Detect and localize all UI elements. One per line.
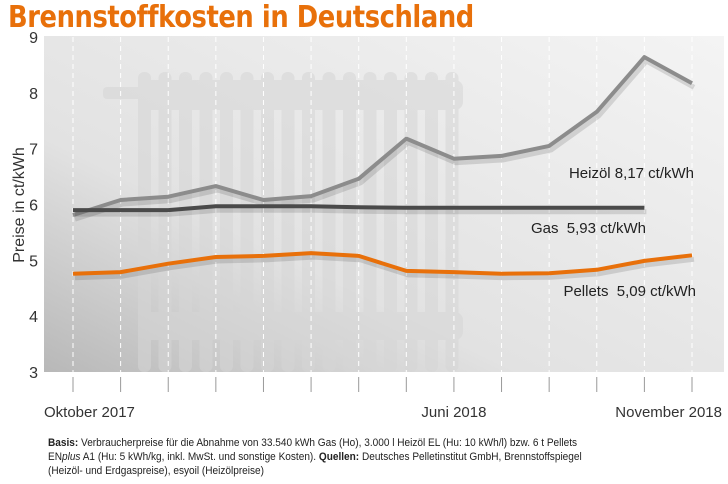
radiator-fin (240, 72, 254, 372)
chart: 3 4 5 6 7 8 9 Oktober 2017 Juni 2018 November 20… (11, 30, 724, 421)
enplus-italic: plus (61, 451, 81, 463)
y-tick-label: 6 (29, 198, 38, 215)
x-tick-label: Oktober 2017 (44, 404, 135, 421)
series-shadow-heizöl (74, 57, 696, 222)
y-tick-label: 3 (29, 365, 38, 382)
x-tick-label: Juni 2018 (421, 404, 486, 421)
radiator-fin (343, 72, 356, 372)
basis-label: Basis: (48, 437, 79, 449)
y-tick-label: 5 (29, 253, 38, 270)
radiator-fin (302, 72, 315, 372)
footnote: Basis: Verbraucherpreise für die Abnahme… (48, 436, 660, 478)
y-tick-label: 9 (29, 30, 38, 47)
radiator-valve (103, 87, 143, 99)
series-shadow-gas (75, 207, 647, 217)
sources-label: Quellen: (318, 451, 360, 463)
chart-title: Brennstoffkosten in Deutschland (8, 0, 474, 35)
radiator-top (138, 80, 463, 110)
basis-text: Verbraucherpreise für die Abnahme von 33… (78, 437, 578, 449)
radiator-fin (179, 72, 192, 372)
enplus-a: EN (48, 451, 62, 463)
radiator-fin (138, 72, 151, 372)
radiator-fin (281, 72, 295, 372)
series-shadow-pellets (74, 254, 695, 281)
x-tick-label: November 2018 (615, 404, 722, 421)
radiator-illustration (103, 72, 463, 372)
legend-pellets: Pellets 5,09 ct/kWh (563, 283, 696, 300)
legend-gas: Gas 5,93 ct/kWh (531, 220, 646, 237)
radiator-fin (199, 72, 213, 372)
y-tick-label: 4 (29, 309, 38, 326)
radiator-fin (445, 72, 459, 372)
y-tick-label: 7 (29, 142, 38, 159)
sources-text: Deutsches Pelletinstitut GmbH, Brennstof… (359, 451, 582, 463)
basis-text-2: A1 (Hu: 5 kWh/kg, inkl. MwSt. und sonsti… (80, 451, 319, 463)
legend-heizoel: Heizöl 8,17 ct/kWh (569, 165, 694, 182)
y-axis-label: Preise in ct/kWh (11, 147, 28, 263)
radiator-fin (404, 72, 418, 372)
radiator-fin (322, 72, 336, 372)
radiator-fin (363, 72, 377, 372)
radiator-bottom (138, 312, 463, 340)
series-line-pellets (72, 251, 693, 276)
y-tick-label: 8 (29, 86, 38, 103)
series-line-heizöl (72, 55, 693, 218)
series-line-gas (73, 204, 645, 213)
sources-text-2: (Heizöl- und Erdgaspreise), esyoil (Heiz… (48, 465, 265, 477)
radiator-fin (261, 72, 274, 372)
radiator-fin (220, 72, 233, 372)
